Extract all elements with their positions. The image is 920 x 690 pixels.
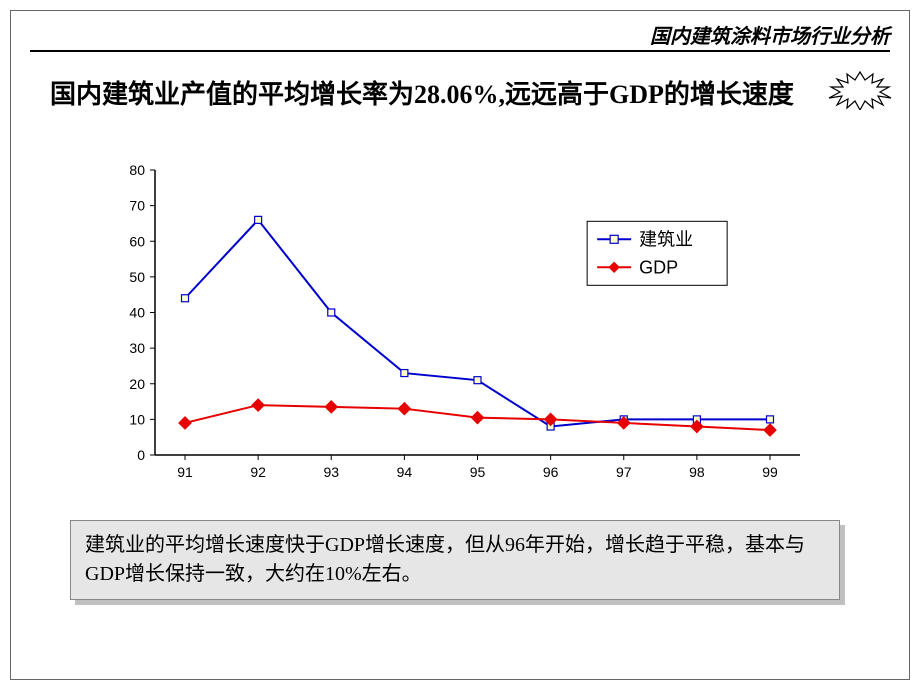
header-subtitle: 国内建筑涂料市场行业分析 — [650, 20, 890, 49]
svg-text:GDP: GDP — [639, 257, 678, 277]
svg-text:0: 0 — [137, 447, 145, 463]
svg-text:92: 92 — [250, 464, 266, 480]
svg-text:99: 99 — [762, 464, 778, 480]
svg-text:93: 93 — [323, 464, 339, 480]
svg-text:94: 94 — [397, 464, 413, 480]
svg-text:建筑业: 建筑业 — [639, 229, 693, 249]
growth-chart: 0 10 20 30 40 50 60 70 80 91 92 93 94 95 96 97 98 99 建筑业 GD… — [100, 160, 820, 490]
page-title: 国内建筑业产值的平均增长率为28.06%,远远高于GDP的增长速度 — [50, 78, 830, 112]
starburst-icon — [825, 70, 895, 110]
svg-text:40: 40 — [129, 305, 145, 321]
svg-text:60: 60 — [129, 233, 145, 249]
header-divider — [30, 50, 890, 52]
svg-text:96: 96 — [543, 464, 559, 480]
caption-box: 建筑业的平均增长速度快于GDP增长速度，但从96年开始，增长趋于平稳，基本与GD… — [70, 520, 840, 600]
svg-text:98: 98 — [689, 464, 705, 480]
svg-text:50: 50 — [129, 269, 145, 285]
svg-text:20: 20 — [129, 376, 145, 392]
svg-text:91: 91 — [177, 464, 193, 480]
svg-text:97: 97 — [616, 464, 632, 480]
svg-text:70: 70 — [129, 198, 145, 214]
svg-text:95: 95 — [470, 464, 486, 480]
caption-text: 建筑业的平均增长速度快于GDP增长速度，但从96年开始，增长趋于平稳，基本与GD… — [70, 520, 840, 600]
svg-text:10: 10 — [129, 411, 145, 427]
svg-text:80: 80 — [129, 162, 145, 178]
svg-text:30: 30 — [129, 340, 145, 356]
